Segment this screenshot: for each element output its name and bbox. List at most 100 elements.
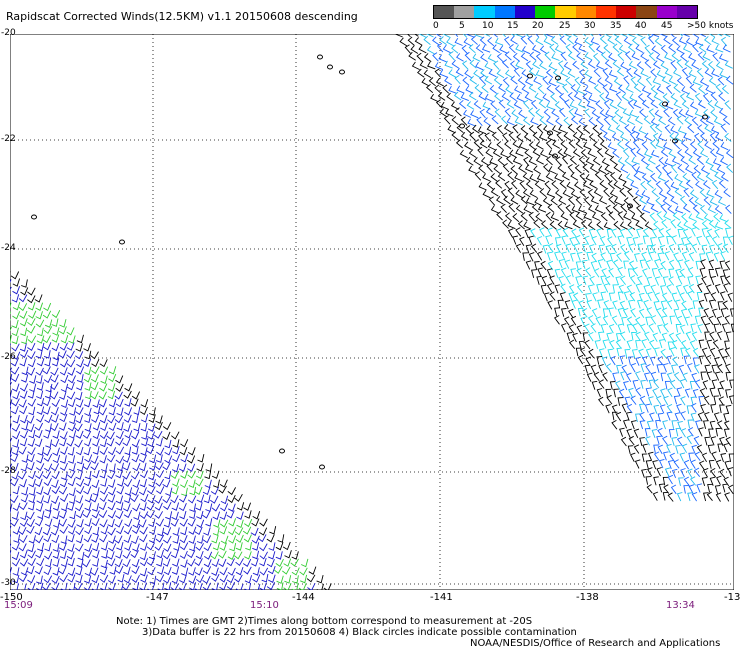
- wind-barb: [532, 60, 541, 70]
- wind-barb: [725, 363, 731, 373]
- legend-swatch: [434, 6, 455, 18]
- wind-barb: [693, 467, 701, 477]
- wind-barb: [682, 203, 691, 213]
- map-title: Rapidscat Corrected Winds(12.5KM) v1.1 2…: [6, 10, 358, 23]
- wind-barb: [580, 316, 586, 326]
- wind-barb: [472, 53, 481, 62]
- wind-barb: [42, 527, 51, 536]
- wind-barb: [35, 311, 43, 320]
- wind-barb: [582, 332, 589, 341]
- wind-barb: [624, 250, 630, 261]
- wind-barb: [154, 421, 163, 431]
- wind-barb: [683, 220, 692, 230]
- wind-barb: [42, 471, 51, 480]
- wind-barb: [578, 68, 586, 79]
- wind-barb: [252, 511, 261, 520]
- wind-barb: [453, 91, 462, 101]
- wind-barb: [545, 156, 553, 166]
- wind-barb: [27, 453, 35, 463]
- wind-barb: [122, 438, 131, 447]
- wind-barb: [101, 542, 108, 551]
- wind-barb: [12, 391, 20, 400]
- wind-barb: [530, 117, 539, 126]
- wind-barb: [677, 148, 685, 158]
- wind-barb: [699, 253, 705, 262]
- wind-barb: [631, 213, 640, 222]
- wind-barb: [276, 575, 284, 584]
- wind-barb: [661, 219, 668, 229]
- legend-swatch: [616, 6, 637, 18]
- wind-barb: [26, 518, 35, 528]
- wind-barb: [671, 437, 677, 446]
- wind-barb: [12, 439, 20, 448]
- wind-barb: [697, 51, 705, 61]
- wind-barb: [90, 351, 99, 360]
- wind-barb: [626, 372, 632, 383]
- wind-barb: [100, 559, 108, 569]
- wind-barb: [619, 34, 628, 38]
- wind-barb: [664, 180, 671, 190]
- wind-barb: [723, 476, 730, 487]
- wind-barb: [68, 398, 76, 408]
- wind-barb: [519, 180, 526, 190]
- wind-barb: [648, 339, 655, 350]
- wind-barb: [673, 68, 682, 77]
- wind-barb: [604, 148, 613, 158]
- wind-barb: [43, 566, 52, 576]
- wind-barb: [107, 447, 117, 456]
- wind-barb: [672, 211, 681, 221]
- wind-barb: [577, 307, 584, 317]
- wind-barb: [76, 478, 85, 487]
- wind-barb: [282, 566, 291, 575]
- wind-barb: [26, 525, 35, 534]
- wind-barb: [644, 59, 652, 69]
- wind-barb: [628, 60, 637, 70]
- wind-barb: [632, 237, 639, 247]
- wind-barb: [490, 100, 498, 110]
- wind-barb: [647, 156, 656, 165]
- wind-barb: [68, 455, 76, 464]
- lat-label: -20: [1, 28, 16, 38]
- wind-barb: [35, 550, 44, 559]
- wind-barb: [493, 60, 500, 70]
- wind-barb: [570, 84, 578, 94]
- wind-barb: [155, 415, 163, 424]
- wind-barb: [671, 339, 678, 350]
- wind-barb: [588, 116, 596, 126]
- wind-barb: [581, 259, 588, 269]
- wind-barb: [711, 179, 719, 190]
- wind-barb: [474, 84, 482, 94]
- wind-barb: [705, 172, 714, 182]
- wind-barb: [442, 84, 450, 94]
- wind-barb: [639, 437, 645, 447]
- wind-barb: [560, 140, 568, 150]
- wind-barb: [235, 583, 244, 590]
- wind-barb: [545, 235, 551, 245]
- wind-barb: [650, 68, 658, 78]
- wind-barb: [251, 535, 260, 544]
- wind-barb: [575, 211, 584, 221]
- wind-barb: [117, 478, 125, 487]
- wind-barb: [122, 503, 131, 512]
- wind-barb: [12, 414, 20, 424]
- wind-barb: [647, 34, 652, 39]
- wind-barb: [620, 164, 629, 174]
- wind-barb: [155, 534, 165, 543]
- wind-barb: [605, 404, 611, 414]
- wind-barb: [557, 164, 565, 174]
- wind-barb: [596, 220, 604, 230]
- wind-barb: [108, 543, 117, 552]
- wind-barb: [666, 411, 673, 421]
- wind-barb: [19, 383, 29, 392]
- island-outline: [317, 54, 323, 60]
- wind-barb: [650, 237, 656, 246]
- wind-barb: [718, 179, 726, 189]
- wind-barb: [646, 197, 655, 206]
- wind-barb: [27, 335, 37, 344]
- wind-barb: [574, 76, 581, 87]
- wind-barb: [454, 37, 463, 46]
- wind-barb: [683, 459, 690, 470]
- wind-barb: [60, 535, 68, 544]
- wind-barb: [90, 462, 99, 471]
- wind-barb: [18, 471, 27, 480]
